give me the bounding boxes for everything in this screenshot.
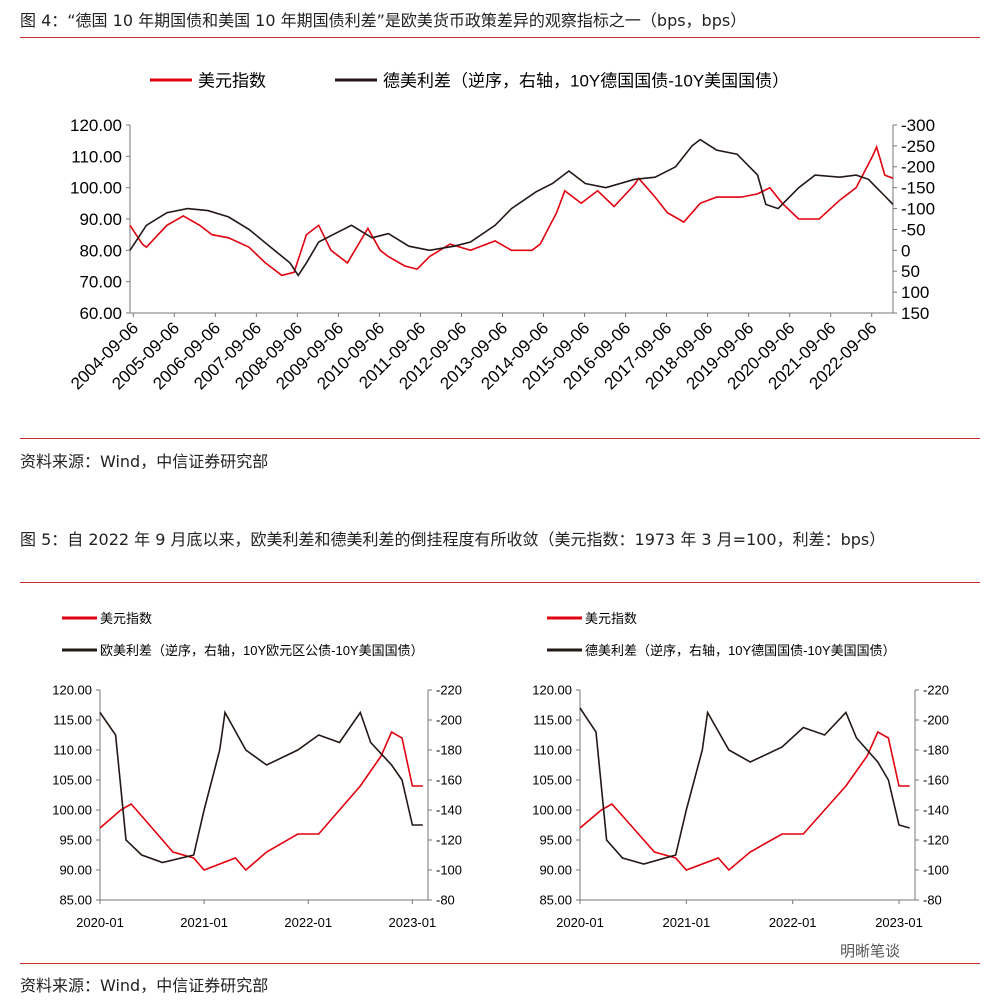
y-tick-label: 120.00 [52,683,92,698]
x-tick-label: 2021-01 [662,915,710,930]
y2-tick-label: -300 [901,116,935,135]
figure-5-caption: 图 5：自 2022 年 9 月底以来，欧美利差和德美利差的倒挂程度有所收敛（美… [20,530,886,549]
x-tick-label: 2021-01 [180,915,228,930]
y-tick-label: 90.00 [59,863,92,878]
legend-label: 美元指数 [198,71,266,90]
y-tick-label: 80.00 [79,241,122,260]
y2-tick-label: -180 [923,743,949,758]
y2-tick-label: -160 [436,773,462,788]
x-tick-label: 2022-01 [769,915,817,930]
y-tick-label: 90.00 [79,210,122,229]
caption-rule [20,582,980,583]
spread-series-line [579,707,910,865]
y-tick-label: 105.00 [532,773,572,788]
y2-tick-label: -160 [923,773,949,788]
legend-label: 德美利差（逆序，右轴，10Y德国国债-10Y美国国债） [383,71,789,90]
y-tick-label: 115.00 [533,713,572,728]
y-tick-label: 100.00 [52,803,92,818]
y-tick-label: 100.00 [70,179,122,198]
y2-tick-label: -100 [901,200,935,219]
y2-tick-label: -100 [923,863,949,878]
y-tick-label: 110.00 [53,743,92,758]
y-tick-label: 90.00 [539,863,572,878]
y-tick-label: 110.00 [533,743,572,758]
x-tick-label: 2023-01 [389,915,437,930]
y2-tick-label: -150 [901,179,935,198]
y-tick-label: 95.00 [539,833,572,848]
y-tick-label: 95.00 [59,833,92,848]
y-tick-label: 60.00 [79,304,122,323]
y2-tick-label: -200 [901,158,935,177]
spread-series-line [129,138,894,277]
x-tick-label: 2022-01 [284,915,332,930]
figure-4-caption: 图 4：“德国 10 年期国债和美国 10 年期国债利差”是欧美货币政策差异的观… [20,11,747,30]
y2-tick-label: -250 [901,137,935,156]
y2-tick-label: -100 [436,863,462,878]
legend-label: 欧美利差（逆序，右轴，10Y欧元区公债-10Y美国国债） [100,643,424,658]
y2-tick-label: -200 [923,713,949,728]
y-tick-label: 85.00 [539,893,572,908]
y2-tick-label: -120 [436,833,462,848]
figure-5-source: 资料来源：Wind，中信证券研究部 [20,976,269,995]
y-tick-label: 110.00 [71,147,122,166]
x-tick-label: 2020-01 [556,915,604,930]
y2-tick-label: 150 [901,304,929,323]
legend-label: 美元指数 [100,611,152,626]
y2-tick-label: -180 [436,743,462,758]
x-tick-label: 2020-01 [76,915,124,930]
legend-label: 美元指数 [585,611,637,626]
source-rule [20,963,980,964]
x-tick-label: 2023-01 [875,915,923,930]
y2-tick-label: -140 [923,803,949,818]
y-tick-label: 120.00 [70,116,122,135]
watermark: 明晰笔谈 [840,942,901,960]
y2-tick-label: -220 [923,683,949,698]
y2-tick-label: 100 [901,283,929,302]
y2-tick-label: 50 [901,262,920,281]
y2-tick-label: -140 [436,803,462,818]
y-tick-label: 105.00 [52,773,92,788]
usd-index-series-line [99,730,423,872]
y2-tick-label: -80 [436,893,455,908]
y2-tick-label: -220 [436,683,462,698]
y2-tick-label: -200 [436,713,462,728]
legend-label: 德美利差（逆序，右轴，10Y德国国债-10Y美国国债） [585,643,896,658]
y2-tick-label: 0 [901,241,910,260]
y2-tick-label: -80 [923,893,942,908]
y-tick-label: 115.00 [53,713,92,728]
y-tick-label: 120.00 [532,683,572,698]
y-tick-label: 100.00 [532,803,572,818]
usd-index-series-line [129,144,894,277]
spread-series-line [99,710,423,864]
y2-tick-label: -120 [923,833,949,848]
usd-index-series-line [579,730,910,872]
y-tick-label: 85.00 [59,893,92,908]
figure-4-source: 资料来源：Wind，中信证券研究部 [20,452,269,471]
caption-rule [20,37,980,38]
y2-tick-label: -50 [901,220,926,239]
source-rule [20,438,980,439]
y-tick-label: 70.00 [79,273,122,292]
